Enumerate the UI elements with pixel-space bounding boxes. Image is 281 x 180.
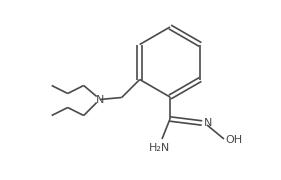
Text: H₂N: H₂N	[149, 143, 171, 153]
Text: OH: OH	[225, 135, 242, 145]
Text: N: N	[96, 94, 104, 105]
Text: N: N	[204, 118, 212, 128]
